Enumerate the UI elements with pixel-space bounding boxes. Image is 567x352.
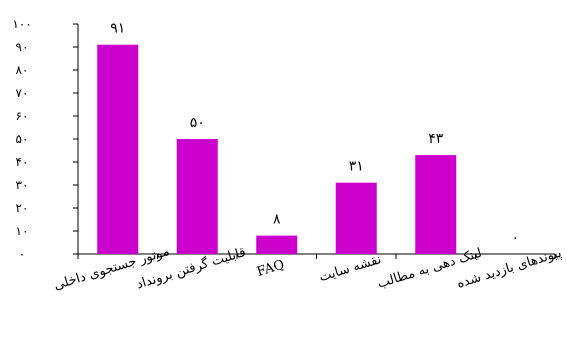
- y-tick-label: ۲۰: [16, 201, 29, 215]
- data-label: ۹۱: [110, 21, 125, 37]
- y-tick-label: ۱۰: [16, 224, 29, 238]
- bar: [335, 182, 377, 254]
- category-label: نقشه سایت: [317, 252, 383, 285]
- y-tick-label: ۵۰: [16, 132, 29, 146]
- bar: [256, 235, 298, 254]
- category-label: FAQ: [255, 257, 286, 280]
- bar: [415, 155, 457, 254]
- x-axis: [77, 253, 556, 259]
- y-tick-label: ۹۰: [16, 40, 29, 54]
- y-tick-label: ۷۰: [16, 86, 29, 100]
- data-label: ۳۱: [349, 159, 364, 175]
- y-tick-label: ۴۰: [16, 155, 29, 169]
- data-label: ۵۰: [190, 115, 205, 131]
- bar: [176, 139, 218, 254]
- y-tick-label: ۶۰: [16, 109, 29, 123]
- data-label: ۰: [511, 230, 519, 246]
- data-labels: ۹۱ ۵۰ ۸ ۳۱ ۴۳ ۰: [110, 21, 519, 246]
- y-axis: ۰ ۱۰ ۲۰ ۳۰ ۴۰ ۵۰ ۶۰ ۷۰ ۸۰ ۹۰ ۱۰۰: [12, 17, 79, 261]
- data-label: ۸: [273, 212, 281, 228]
- bars: [97, 44, 457, 255]
- y-tick-label: ۱۰۰: [12, 17, 31, 31]
- y-tick-label: ۳۰: [16, 178, 29, 192]
- y-tick-label: ۸۰: [16, 63, 29, 77]
- data-label: ۴۳: [428, 131, 444, 147]
- y-tick-label: ۰: [19, 247, 25, 261]
- bar: [97, 44, 139, 255]
